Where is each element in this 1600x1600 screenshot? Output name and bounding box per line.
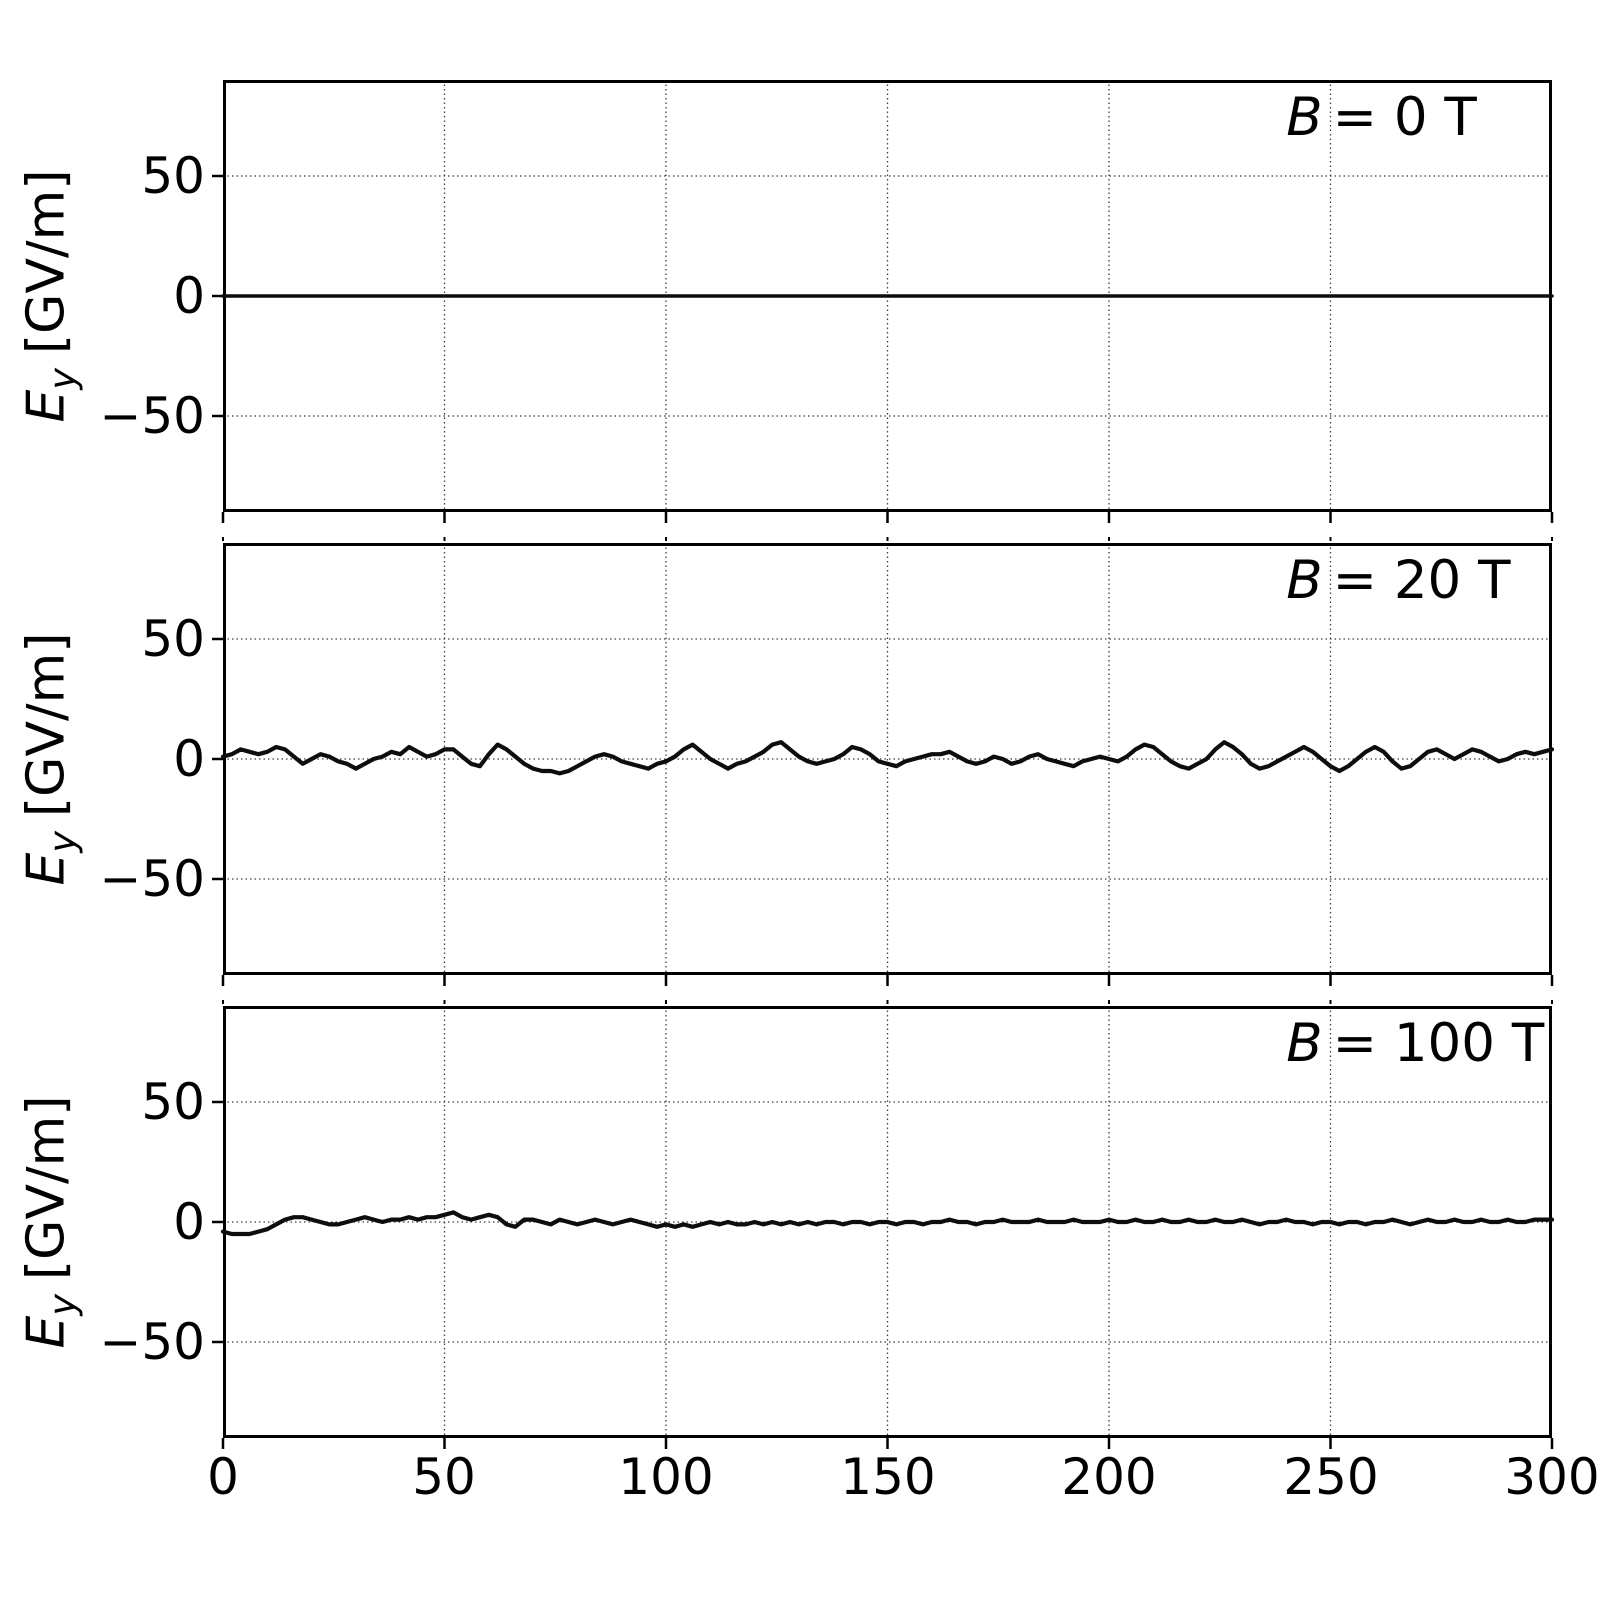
annotation-value: = 0 T [1332,87,1477,148]
x-tick-label: 50 [412,1448,476,1506]
x-tick-label: 300 [1504,1448,1600,1506]
y-tick-label: 0 [173,1193,205,1251]
panel-b0: B = 0 T 50 0 −50 Ey[GV/m] [17,80,1554,523]
x-tick-label: 100 [618,1448,714,1506]
panel-annotation-b0: B = 0 T [1286,87,1477,149]
y-tick-label: −50 [99,1313,205,1371]
annotation-variable: B [1286,1013,1323,1074]
y-tick-label: 50 [141,610,205,668]
y-axis-label: Ey[GV/m] [16,632,84,886]
y-tick-label: 50 [141,1073,205,1131]
data-line [220,1210,1555,1237]
plot-area-b100 [212,1000,1555,1449]
annotation-value: = 100 T [1332,1013,1545,1074]
axes-frame [223,543,1552,975]
y-tick-label: 50 [141,147,205,205]
y-tick-label: 0 [173,730,205,788]
y-axis-label: Ey[GV/m] [16,1095,84,1349]
plot-area-b0 [212,80,1554,523]
panel-b20: B = 20 T 50 0 −50 Ey[GV/m] [17,537,1555,986]
y-axis-label: Ey[GV/m] [16,169,84,423]
panel-annotation-b100: B = 100 T [1286,1013,1545,1075]
annotation-value: = 20 T [1332,550,1511,611]
data-line [220,740,1555,776]
x-tick-label: 150 [840,1448,936,1506]
plot-area-b20 [212,537,1555,986]
y-tick-label: 0 [173,267,205,325]
y-tick-label: −50 [99,387,205,445]
x-tick-label: 250 [1283,1448,1379,1506]
annotation-variable: B [1286,550,1323,611]
axes-frame [223,1006,1552,1438]
annotation-variable: B [1286,87,1323,148]
panel-annotation-b20: B = 20 T [1286,550,1511,612]
x-tick-label: 200 [1061,1448,1157,1506]
panel-b100: B = 100 T 50 0 −50 Ey[GV/m] [17,1000,1555,1449]
x-tick-label: 0 [207,1448,239,1506]
y-tick-label: −50 [99,850,205,908]
